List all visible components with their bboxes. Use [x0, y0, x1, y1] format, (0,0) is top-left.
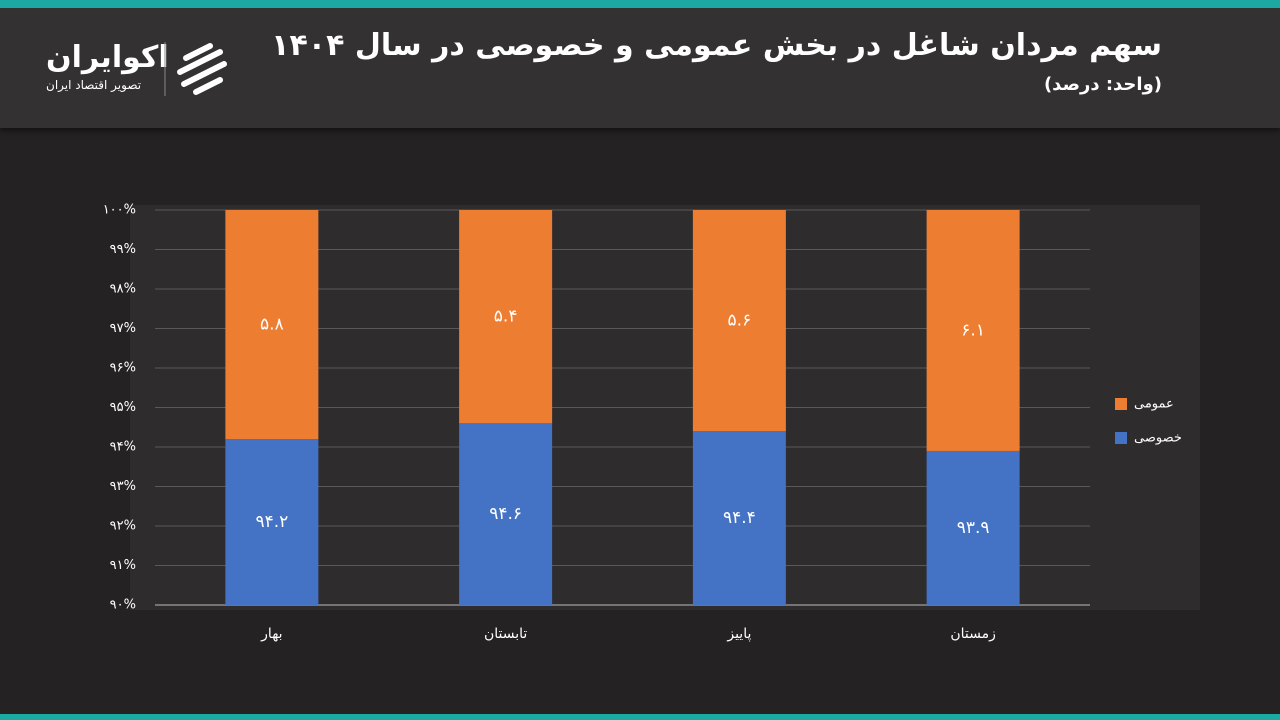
y-tick-label: ۹۰%: [110, 598, 136, 613]
legend-label: عمومی: [1134, 397, 1174, 412]
bar-segment: [692, 431, 786, 605]
chart-subtitle: (واحد: درصد): [1043, 74, 1162, 95]
data-label: ۹۴.۲: [255, 512, 288, 532]
y-tick-label: ۹۱%: [110, 558, 136, 573]
y-tick-label: ۹۷%: [110, 321, 136, 336]
brand-name: اکوایران: [46, 40, 169, 75]
bar-segment: [459, 210, 553, 424]
bar-segment: [926, 450, 1020, 605]
legend-label: خصوصی: [1134, 431, 1182, 446]
bar-segment: [692, 210, 786, 432]
brand-tagline: تصویر اقتصاد ایران: [46, 78, 142, 92]
y-tick-label: ۹۵%: [110, 400, 136, 415]
header: [0, 0, 1280, 128]
legend-swatch: [1115, 398, 1127, 410]
y-tick-label: ۹۸%: [110, 282, 136, 297]
bar-segment: [926, 210, 1020, 451]
x-tick-label: پاییز: [726, 626, 751, 642]
y-tick-label: ۹۲%: [110, 519, 136, 534]
bar-segment: [225, 210, 319, 440]
bar-segment: [225, 439, 319, 605]
data-label: ۵.۴: [494, 307, 518, 327]
y-tick-label: ۹۶%: [110, 361, 136, 376]
bar-segment: [459, 423, 553, 605]
data-label: ۵.۸: [260, 315, 284, 335]
y-tick-label: ۹۳%: [110, 479, 136, 494]
footer-stripe: [0, 714, 1280, 720]
chart-title: سهم مردان شاغل در بخش عمومی و خصوصی در س…: [271, 28, 1162, 63]
data-label: ۶.۱: [961, 320, 985, 340]
y-tick-label: ۱۰۰%: [103, 203, 136, 218]
data-label: ۹۴.۶: [489, 504, 522, 524]
data-label: ۹۴.۴: [723, 508, 756, 528]
data-label: ۹۳.۹: [957, 518, 990, 538]
x-tick-label: زمستان: [950, 626, 996, 642]
legend-swatch: [1115, 432, 1127, 444]
data-label: ۵.۶: [728, 311, 752, 331]
y-tick-label: ۹۴%: [110, 440, 136, 455]
x-tick-label: بهار: [260, 626, 282, 642]
y-tick-label: ۹۹%: [110, 242, 136, 257]
logo-icon: [177, 43, 227, 95]
x-tick-label: تابستان: [484, 626, 527, 642]
